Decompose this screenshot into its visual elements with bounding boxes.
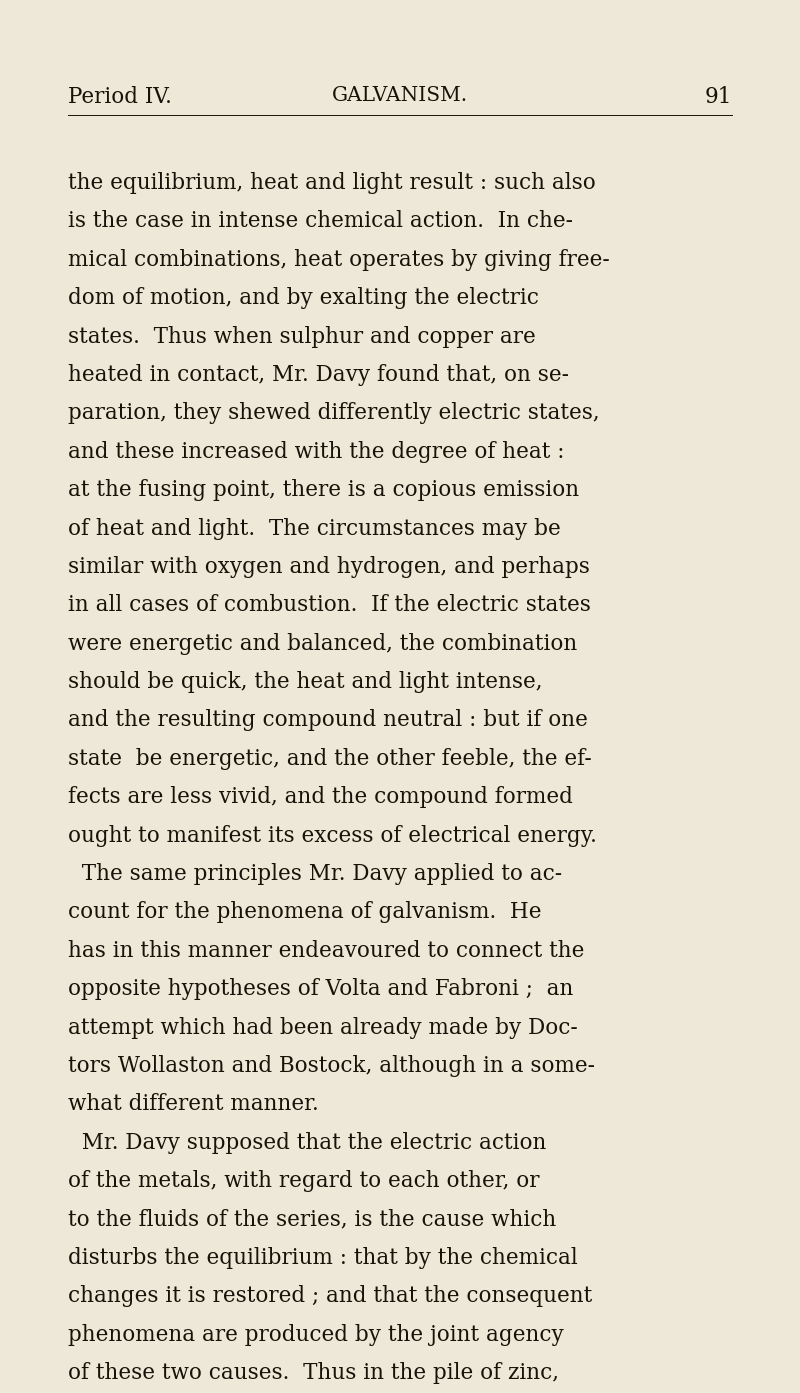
Text: 91: 91 [705, 85, 732, 107]
Text: mical combinations, heat operates by giving free-: mical combinations, heat operates by giv… [68, 249, 610, 270]
Text: Mr. Davy supposed that the electric action: Mr. Davy supposed that the electric acti… [68, 1131, 546, 1153]
Text: heated in contact, Mr. Davy found that, on se-: heated in contact, Mr. Davy found that, … [68, 364, 569, 386]
Text: of the metals, with regard to each other, or: of the metals, with regard to each other… [68, 1170, 539, 1192]
Text: should be quick, the heat and light intense,: should be quick, the heat and light inte… [68, 671, 542, 694]
Text: the equilibrium, heat and light result : such also: the equilibrium, heat and light result :… [68, 173, 596, 194]
Text: and the resulting compound neutral : but if one: and the resulting compound neutral : but… [68, 709, 588, 731]
Text: and these increased with the degree of heat :: and these increased with the degree of h… [68, 440, 565, 462]
Text: at the fusing point, there is a copious emission: at the fusing point, there is a copious … [68, 479, 579, 501]
Text: similar with oxygen and hydrogen, and perhaps: similar with oxygen and hydrogen, and pe… [68, 556, 590, 578]
Text: opposite hypotheses of Volta and Fabroni ;  an: opposite hypotheses of Volta and Fabroni… [68, 978, 574, 1000]
Text: dom of motion, and by exalting the electric: dom of motion, and by exalting the elect… [68, 287, 539, 309]
Text: of heat and light.  The circumstances may be: of heat and light. The circumstances may… [68, 518, 561, 539]
Text: The same principles Mr. Davy applied to ac-: The same principles Mr. Davy applied to … [68, 864, 562, 885]
Text: states.  Thus when sulphur and copper are: states. Thus when sulphur and copper are [68, 326, 536, 348]
Text: Period IV.: Period IV. [68, 85, 172, 107]
Text: has in this manner endeavoured to connect the: has in this manner endeavoured to connec… [68, 940, 584, 961]
Text: were energetic and balanced, the combination: were energetic and balanced, the combina… [68, 632, 578, 655]
Text: changes it is restored ; and that the consequent: changes it is restored ; and that the co… [68, 1286, 592, 1307]
Text: GALVANISM.: GALVANISM. [332, 85, 468, 104]
Text: is the case in intense chemical action.  In che-: is the case in intense chemical action. … [68, 210, 573, 233]
Text: in all cases of combustion.  If the electric states: in all cases of combustion. If the elect… [68, 595, 591, 616]
Text: count for the phenomena of galvanism.  He: count for the phenomena of galvanism. He [68, 901, 542, 924]
Text: state  be energetic, and the other feeble, the ef-: state be energetic, and the other feeble… [68, 748, 592, 770]
Text: to the fluids of the series, is the cause which: to the fluids of the series, is the caus… [68, 1208, 556, 1230]
Text: paration, they shewed differently electric states,: paration, they shewed differently electr… [68, 403, 600, 425]
Text: tors Wollaston and Bostock, although in a some-: tors Wollaston and Bostock, although in … [68, 1055, 595, 1077]
Text: ought to manifest its excess of electrical energy.: ought to manifest its excess of electric… [68, 825, 597, 847]
Text: attempt which had been already made by Doc-: attempt which had been already made by D… [68, 1017, 578, 1039]
Text: fects are less vivid, and the compound formed: fects are less vivid, and the compound f… [68, 786, 573, 808]
Text: of these two causes.  Thus in the pile of zinc,: of these two causes. Thus in the pile of… [68, 1362, 559, 1383]
Text: what different manner.: what different manner. [68, 1094, 318, 1116]
Text: phenomena are produced by the joint agency: phenomena are produced by the joint agen… [68, 1323, 564, 1346]
Text: disturbs the equilibrium : that by the chemical: disturbs the equilibrium : that by the c… [68, 1247, 578, 1269]
